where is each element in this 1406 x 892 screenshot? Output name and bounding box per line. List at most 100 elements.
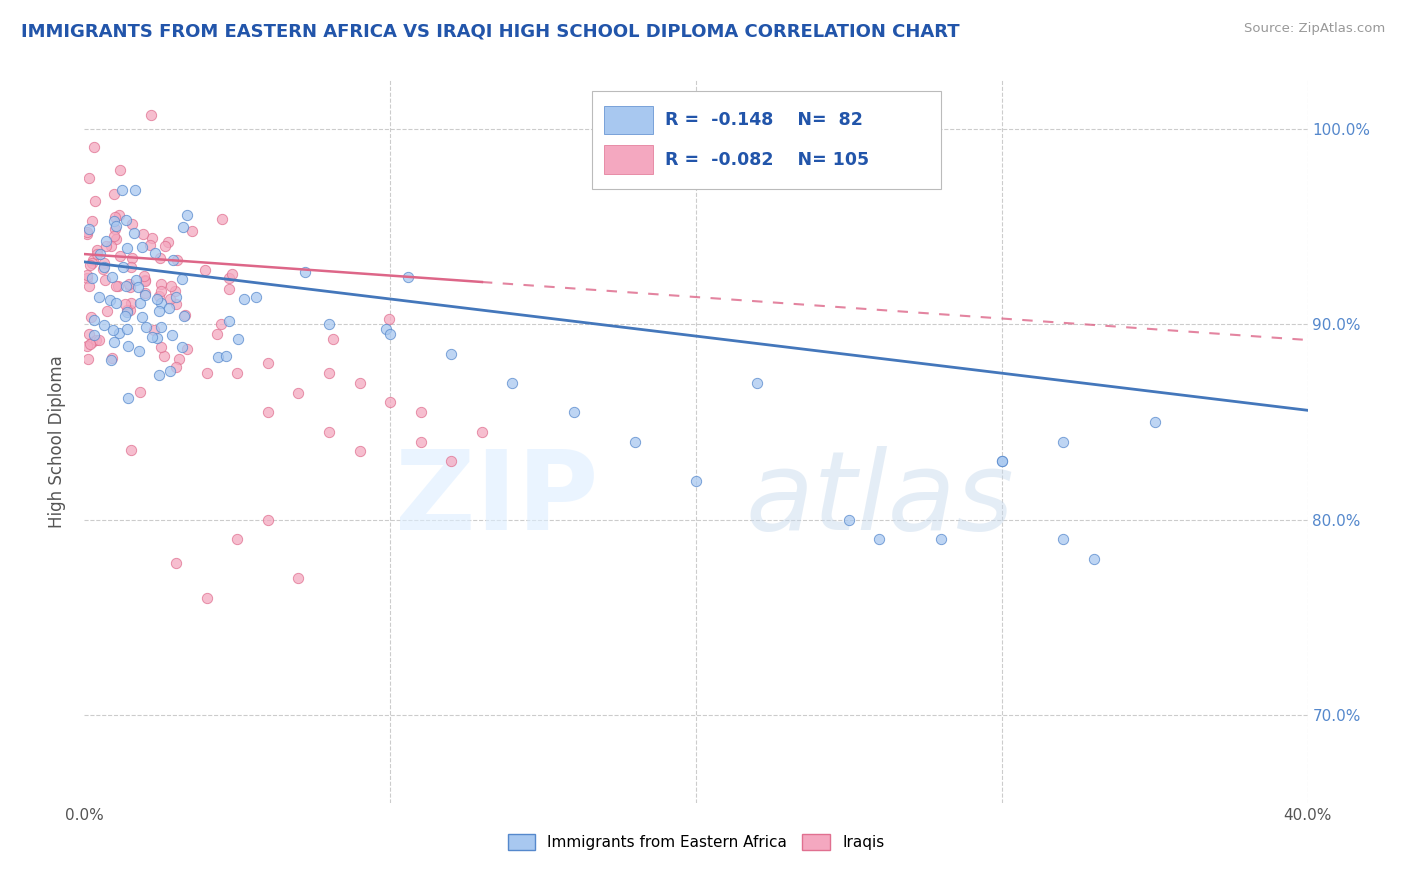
Point bbox=[150, 285, 173, 299]
Point bbox=[101, 323, 124, 337]
Point bbox=[149, 340, 172, 354]
Point bbox=[131, 310, 153, 324]
Point bbox=[104, 222, 127, 236]
Point bbox=[226, 532, 249, 546]
Point bbox=[83, 140, 105, 154]
Point bbox=[159, 292, 181, 306]
Point bbox=[77, 222, 100, 236]
Point bbox=[440, 346, 463, 360]
Point bbox=[409, 434, 432, 449]
Point bbox=[108, 208, 131, 222]
Point bbox=[104, 210, 127, 224]
Point bbox=[170, 340, 193, 354]
Text: R =  -0.082    N= 105: R = -0.082 N= 105 bbox=[665, 151, 869, 169]
Point bbox=[209, 318, 232, 332]
Point bbox=[121, 251, 143, 265]
Point bbox=[218, 282, 240, 296]
Point bbox=[211, 211, 233, 226]
Point bbox=[991, 454, 1014, 468]
Point bbox=[218, 271, 240, 285]
Point bbox=[111, 183, 134, 197]
Point bbox=[80, 310, 103, 324]
Point bbox=[257, 513, 280, 527]
Point bbox=[89, 247, 111, 261]
Point bbox=[167, 351, 190, 366]
Text: IMMIGRANTS FROM EASTERN AFRICA VS IRAQI HIGH SCHOOL DIPLOMA CORRELATION CHART: IMMIGRANTS FROM EASTERN AFRICA VS IRAQI … bbox=[21, 22, 960, 40]
Point bbox=[165, 360, 187, 375]
Point bbox=[115, 305, 138, 319]
Point bbox=[148, 289, 170, 303]
Point bbox=[110, 249, 132, 263]
Point bbox=[176, 208, 198, 222]
Point bbox=[89, 334, 111, 348]
Point bbox=[145, 330, 167, 344]
Point bbox=[107, 326, 129, 340]
Point bbox=[115, 278, 138, 293]
Point bbox=[135, 319, 157, 334]
Point bbox=[149, 320, 172, 334]
Point bbox=[94, 239, 117, 253]
Point bbox=[148, 368, 170, 383]
Point bbox=[157, 301, 180, 315]
FancyBboxPatch shape bbox=[605, 145, 654, 174]
Point bbox=[128, 343, 150, 358]
Point bbox=[226, 332, 249, 346]
Point bbox=[120, 302, 142, 317]
Point bbox=[174, 308, 197, 322]
Point bbox=[129, 295, 152, 310]
Point bbox=[318, 366, 340, 380]
Point bbox=[127, 280, 149, 294]
Point bbox=[153, 239, 176, 253]
Point bbox=[160, 279, 183, 293]
Point bbox=[160, 328, 183, 343]
Point bbox=[165, 290, 187, 304]
Point bbox=[1052, 532, 1074, 546]
Point bbox=[91, 262, 114, 277]
Point bbox=[991, 454, 1014, 468]
Point bbox=[838, 513, 860, 527]
FancyBboxPatch shape bbox=[605, 105, 654, 135]
Point bbox=[76, 271, 98, 285]
Point bbox=[80, 256, 103, 270]
Point bbox=[105, 279, 128, 293]
Point bbox=[375, 322, 398, 336]
Point bbox=[172, 219, 194, 234]
Point bbox=[84, 333, 107, 347]
Point bbox=[153, 349, 176, 363]
Point bbox=[207, 350, 229, 364]
Point bbox=[143, 246, 166, 260]
Point bbox=[139, 237, 162, 252]
Point bbox=[218, 313, 240, 327]
Point bbox=[148, 251, 170, 265]
Point bbox=[159, 364, 181, 378]
Point bbox=[117, 339, 139, 353]
Point bbox=[103, 213, 125, 227]
Point bbox=[165, 297, 187, 311]
Point bbox=[232, 293, 254, 307]
Point bbox=[1143, 415, 1166, 429]
Point bbox=[77, 351, 100, 366]
Point bbox=[77, 171, 100, 186]
Point bbox=[134, 273, 156, 287]
Point bbox=[77, 327, 100, 342]
Point bbox=[150, 277, 173, 292]
Point bbox=[287, 571, 309, 585]
Point bbox=[156, 235, 179, 249]
Point bbox=[245, 290, 267, 304]
Point bbox=[349, 376, 371, 390]
Point bbox=[76, 268, 98, 282]
Point bbox=[83, 313, 105, 327]
Point bbox=[108, 162, 131, 177]
Point bbox=[624, 434, 647, 449]
Point bbox=[115, 241, 138, 255]
Point bbox=[165, 556, 187, 570]
Point bbox=[869, 532, 891, 546]
Point bbox=[257, 405, 280, 419]
Point bbox=[101, 269, 124, 284]
Point bbox=[93, 256, 115, 270]
Point bbox=[562, 405, 585, 419]
Point bbox=[287, 385, 309, 400]
Point bbox=[117, 392, 139, 406]
Point bbox=[322, 332, 344, 346]
Point bbox=[79, 337, 101, 351]
